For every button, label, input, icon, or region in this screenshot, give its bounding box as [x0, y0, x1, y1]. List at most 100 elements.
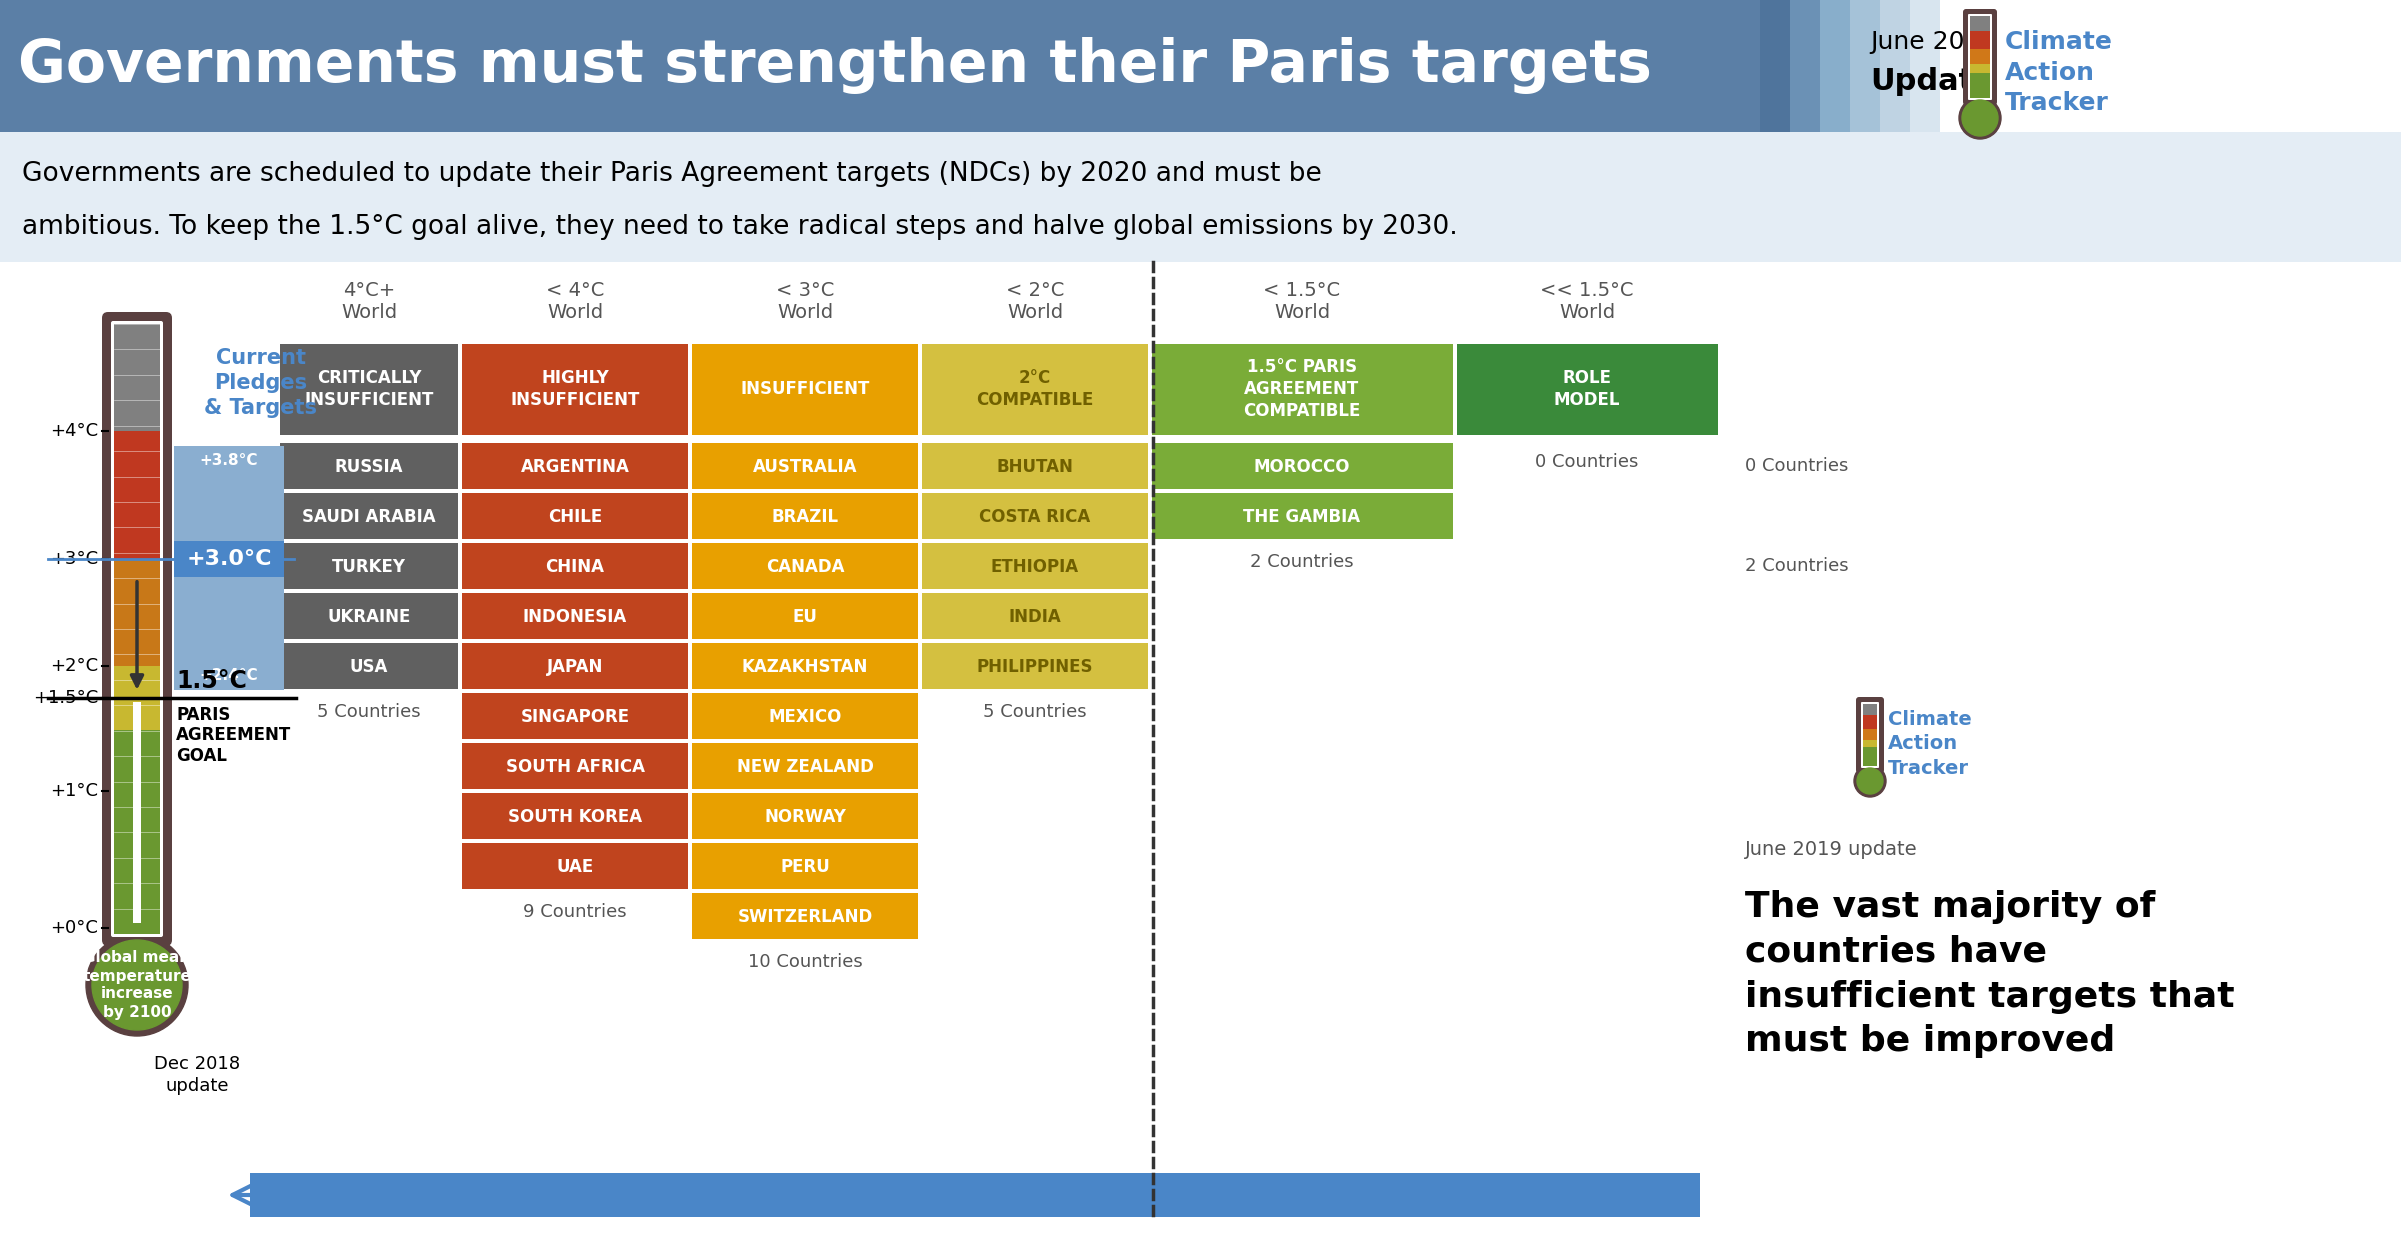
Bar — [461, 344, 689, 434]
Text: SWITZERLAND: SWITZERLAND — [737, 908, 872, 926]
Text: ARGENTINA: ARGENTINA — [521, 458, 629, 476]
Bar — [281, 644, 459, 689]
Text: Climate
Action
Tracker: Climate Action Tracker — [1887, 710, 1971, 777]
Text: 0 Countries: 0 Countries — [1534, 453, 1640, 471]
Text: PARIS
AGREEMENT
GOAL: PARIS AGREEMENT GOAL — [175, 706, 291, 765]
Text: 2 Countries: 2 Countries — [1251, 553, 1354, 571]
Bar — [281, 593, 459, 639]
Bar — [173, 541, 283, 577]
Text: June 2019 update: June 2019 update — [1746, 840, 1918, 859]
Text: SOUTH KOREA: SOUTH KOREA — [509, 808, 641, 826]
Text: ETHIOPIA: ETHIOPIA — [992, 558, 1078, 576]
Text: Dec 2018
update: Dec 2018 update — [154, 1055, 240, 1096]
Bar — [691, 893, 917, 939]
Bar — [1969, 64, 1990, 74]
Text: << 1.5°C
World: << 1.5°C World — [1541, 282, 1633, 323]
Text: Update: Update — [1870, 68, 1993, 96]
Text: CHINA: CHINA — [545, 558, 605, 576]
Bar — [461, 543, 689, 588]
Text: NEW ZEALAND: NEW ZEALAND — [737, 757, 874, 776]
Bar — [0, 262, 2401, 1252]
Bar — [461, 593, 689, 639]
FancyBboxPatch shape — [110, 321, 163, 936]
Bar — [1152, 493, 1453, 540]
Text: 9 Countries: 9 Countries — [523, 903, 627, 921]
Text: +3.0°C: +3.0°C — [187, 548, 271, 568]
Text: 2°C
COMPATIBLE: 2°C COMPATIBLE — [977, 369, 1095, 408]
Bar — [1969, 16, 1990, 31]
Bar — [0, 262, 269, 1252]
Text: +3°C: +3°C — [50, 550, 98, 568]
Bar — [1152, 443, 1453, 490]
Bar — [922, 344, 1148, 434]
Text: MOROCCO: MOROCCO — [1253, 458, 1349, 476]
Text: INDONESIA: INDONESIA — [523, 608, 627, 626]
Bar — [691, 593, 917, 639]
Text: UAE: UAE — [557, 858, 593, 876]
Bar — [113, 730, 161, 934]
Bar — [1791, 0, 1820, 131]
Bar — [461, 694, 689, 739]
Text: MEXICO: MEXICO — [768, 707, 843, 726]
Text: Governments are scheduled to update their Paris Agreement targets (NDCs) by 2020: Governments are scheduled to update thei… — [22, 162, 1321, 187]
Bar — [1863, 729, 1878, 740]
Text: 2 Countries: 2 Countries — [1746, 557, 1849, 575]
Text: 0 Countries: 0 Countries — [1746, 457, 1849, 475]
Circle shape — [1959, 96, 2000, 139]
Circle shape — [1962, 100, 1998, 136]
Bar — [691, 694, 917, 739]
Bar — [281, 493, 459, 540]
Bar — [691, 344, 917, 434]
Bar — [250, 1173, 1700, 1217]
Text: INSUFFICIENT: INSUFFICIENT — [740, 381, 869, 398]
FancyBboxPatch shape — [101, 312, 173, 947]
Text: CANADA: CANADA — [766, 558, 845, 576]
Text: June 2019: June 2019 — [1870, 30, 1995, 54]
Bar — [1880, 0, 1911, 131]
Bar — [1911, 0, 1940, 131]
Bar — [461, 493, 689, 540]
Bar — [922, 543, 1148, 588]
Text: THE GAMBIA: THE GAMBIA — [1244, 508, 1361, 526]
Text: KAZAKHSTAN: KAZAKHSTAN — [742, 659, 869, 676]
Text: PHILIPPINES: PHILIPPINES — [977, 659, 1092, 676]
Text: +1.5°C: +1.5°C — [34, 689, 98, 706]
Bar — [1863, 740, 1878, 747]
Text: Global mean
temperature
increase
by 2100: Global mean temperature increase by 2100 — [82, 950, 192, 1019]
Text: 1.5°C: 1.5°C — [175, 669, 247, 692]
Text: 1.5°C PARIS
AGREEMENT
COMPATIBLE: 1.5°C PARIS AGREEMENT COMPATIBLE — [1244, 358, 1361, 419]
Bar — [0, 0, 1760, 131]
Bar — [1940, 0, 2401, 131]
Circle shape — [1856, 767, 1882, 794]
Text: +2.4°C: +2.4°C — [199, 669, 259, 684]
Text: HIGHLY
INSUFFICIENT: HIGHLY INSUFFICIENT — [511, 369, 639, 408]
Bar — [1969, 31, 1990, 49]
Bar — [461, 843, 689, 889]
Text: TURKEY: TURKEY — [331, 558, 406, 576]
Bar — [691, 443, 917, 490]
Bar — [132, 702, 142, 923]
Text: NORWAY: NORWAY — [764, 808, 845, 826]
Text: Current
Pledges
& Targets: Current Pledges & Targets — [204, 348, 317, 418]
Bar — [691, 843, 917, 889]
FancyBboxPatch shape — [1969, 14, 1993, 100]
Text: RUSSIA: RUSSIA — [334, 458, 403, 476]
Text: USA: USA — [351, 659, 389, 676]
Bar — [691, 543, 917, 588]
Text: PERU: PERU — [780, 858, 831, 876]
Text: JAPAN: JAPAN — [547, 659, 603, 676]
Bar — [1820, 0, 1851, 131]
Text: Governments must strengthen their Paris targets: Governments must strengthen their Paris … — [17, 38, 1652, 94]
Bar — [922, 593, 1148, 639]
Text: ROLE
MODEL: ROLE MODEL — [1553, 369, 1621, 408]
Text: 5 Countries: 5 Countries — [982, 704, 1088, 721]
Circle shape — [86, 934, 187, 1035]
Bar — [691, 742, 917, 789]
Bar — [461, 443, 689, 490]
Text: +1°C: +1°C — [50, 782, 98, 800]
Text: 5 Countries: 5 Countries — [317, 704, 420, 721]
FancyBboxPatch shape — [1964, 9, 1998, 105]
Bar — [461, 742, 689, 789]
Bar — [113, 558, 161, 666]
Bar — [1152, 344, 1453, 434]
